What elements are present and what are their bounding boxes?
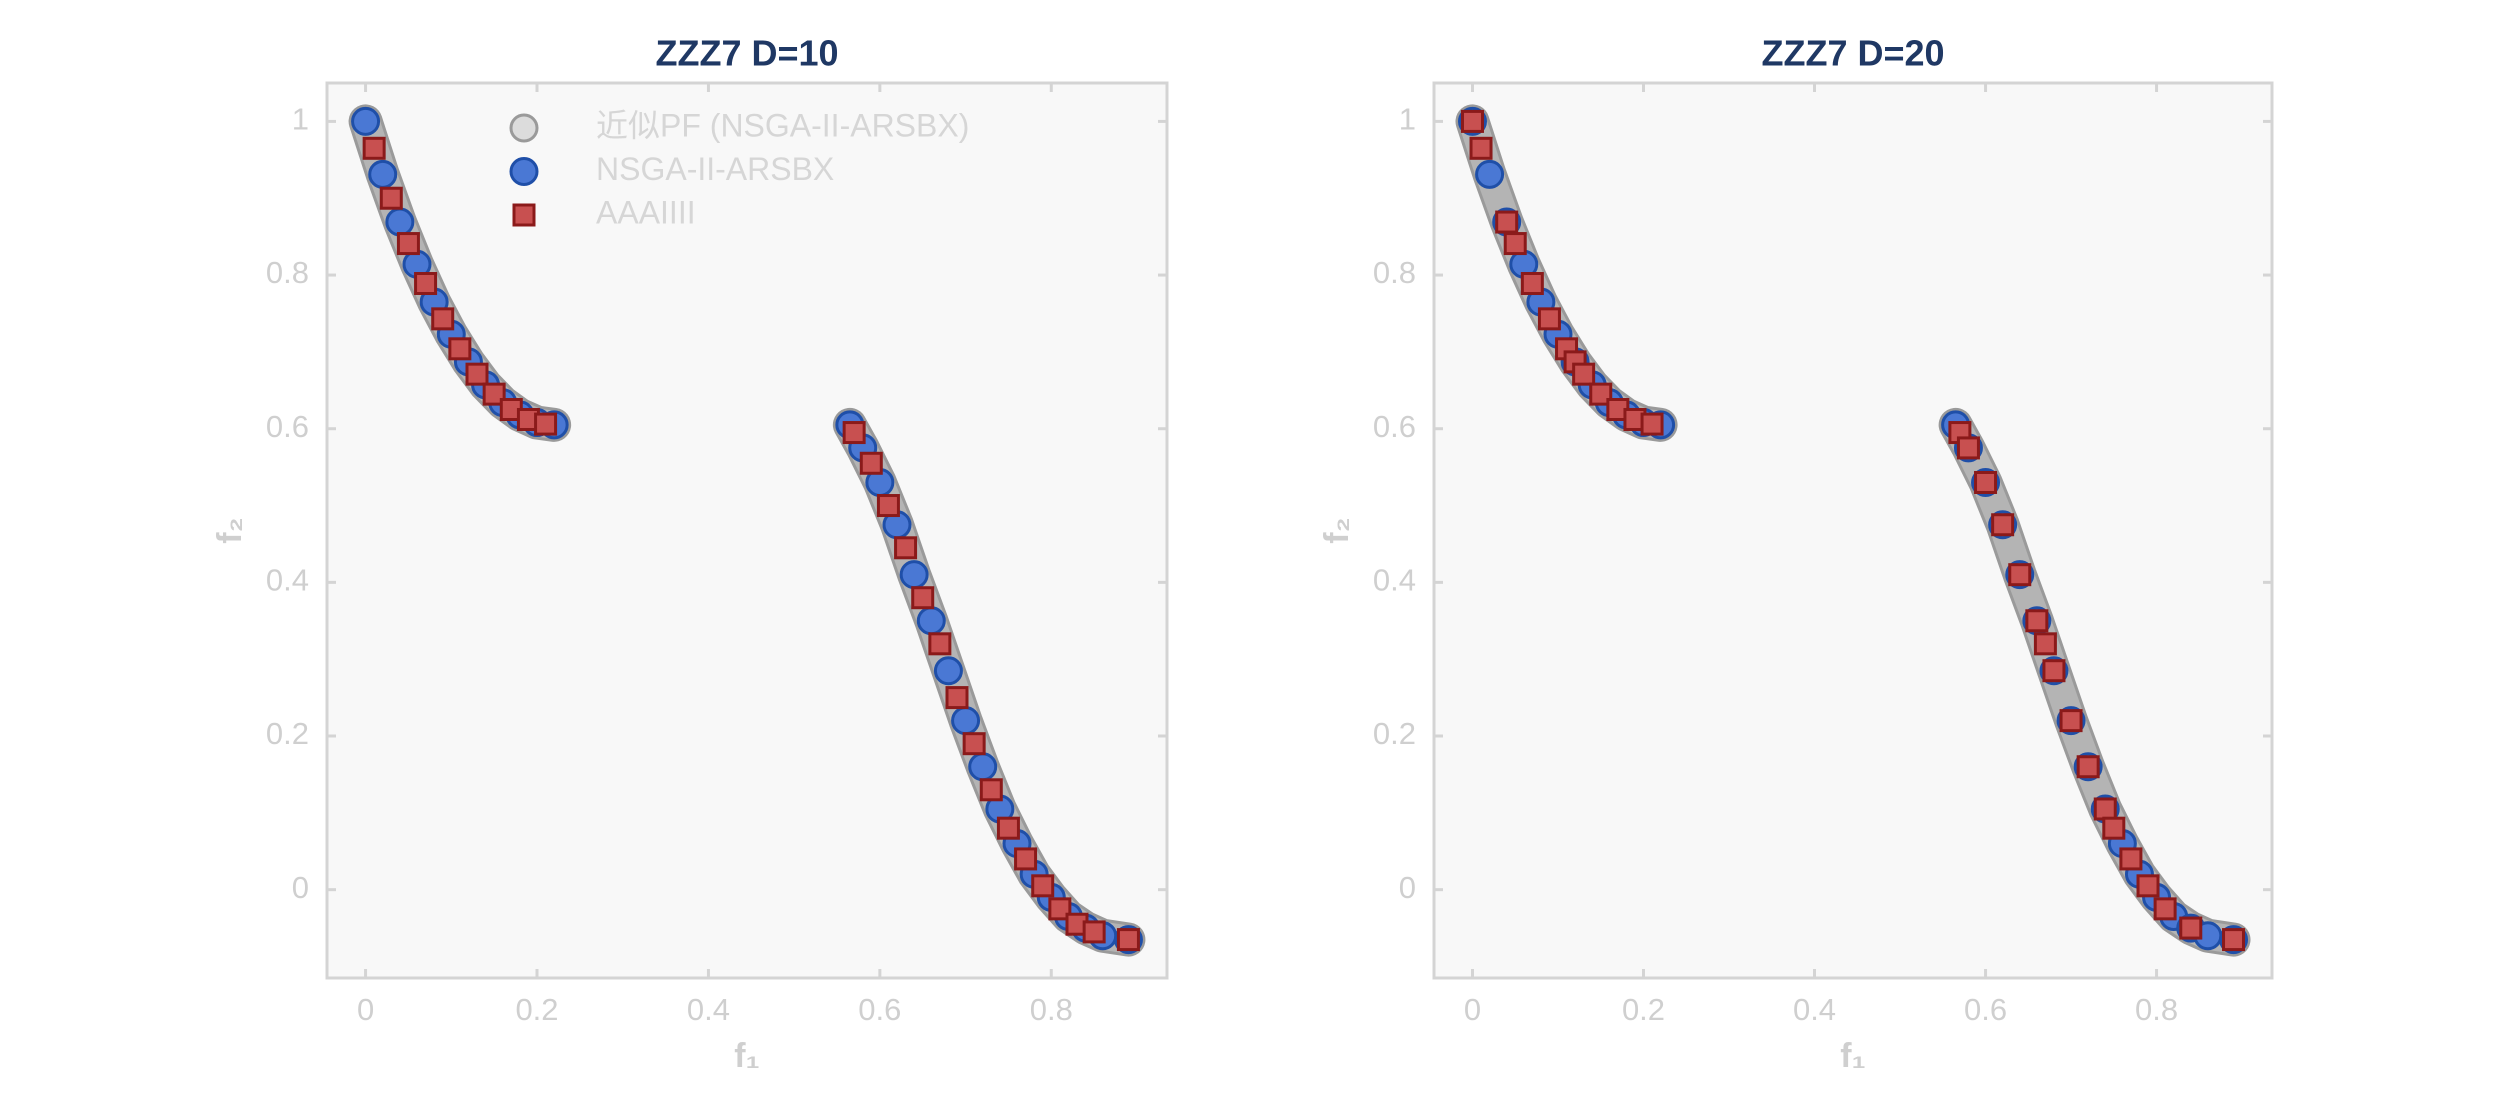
square-marker <box>842 421 866 445</box>
y-axis-label: f₂ <box>211 517 249 543</box>
square-marker <box>2222 928 2246 952</box>
y-tick-label: 0.6 <box>1373 409 1416 444</box>
y-tick-label: 0.4 <box>266 563 309 598</box>
square-marker <box>1956 436 1980 460</box>
y-tick-label: 0 <box>1399 870 1416 905</box>
square-marker <box>2119 847 2143 871</box>
square-marker <box>1520 272 1544 296</box>
x-tick-label: 0.2 <box>515 992 558 1027</box>
square-marker <box>911 586 935 610</box>
x-tick-label: 0.6 <box>1964 992 2007 1027</box>
legend-label: NSGA-II-ARSBX <box>596 151 834 187</box>
square-marker <box>1495 210 1519 234</box>
square-marker <box>979 778 1003 802</box>
circle-marker <box>968 752 998 782</box>
y-tick-label: 0 <box>292 870 309 905</box>
chart-title: ZZZ7 D=10 <box>655 33 838 74</box>
circle-marker <box>951 706 981 736</box>
x-tick-label: 0.6 <box>858 992 901 1027</box>
square-marker <box>1469 136 1493 160</box>
x-tick-label: 0.2 <box>1622 992 1665 1027</box>
square-marker <box>512 203 536 227</box>
square-marker <box>465 362 489 386</box>
square-marker <box>1537 307 1561 331</box>
square-marker <box>859 451 883 475</box>
x-tick-label: 0.8 <box>1030 992 1073 1027</box>
square-marker <box>2102 816 2126 840</box>
y-tick-label: 0.2 <box>1373 716 1416 751</box>
square-marker <box>1640 412 1664 436</box>
circle-marker <box>509 157 539 186</box>
y-tick-label: 0.8 <box>266 255 309 290</box>
square-marker <box>379 186 403 210</box>
square-marker <box>2025 609 2049 633</box>
circle-marker <box>916 606 946 636</box>
y-tick-label: 0.6 <box>266 409 309 444</box>
plot-area <box>1432 81 2274 980</box>
square-marker <box>996 816 1020 840</box>
square-marker <box>2033 632 2057 656</box>
square-marker <box>448 337 472 361</box>
circle-marker <box>1475 159 1505 189</box>
x-tick-label: 0 <box>357 992 374 1027</box>
square-marker <box>945 686 969 710</box>
circle-marker <box>368 159 398 189</box>
y-tick-label: 0.4 <box>1373 563 1416 598</box>
x-axis-label: f₁ <box>1840 1037 1865 1075</box>
circle-marker <box>385 207 415 237</box>
square-marker <box>962 732 986 756</box>
square-marker <box>1991 513 2015 537</box>
square-marker <box>2008 563 2032 587</box>
square-marker <box>1014 847 1038 871</box>
x-tick-label: 0 <box>1464 992 1481 1027</box>
square-marker <box>482 382 506 406</box>
square-marker <box>1460 109 1484 133</box>
legend-label: AAAIIII <box>596 194 696 230</box>
square-marker <box>2153 897 2177 921</box>
y-tick-label: 1 <box>1399 102 1416 137</box>
square-marker <box>928 632 952 656</box>
square-marker <box>396 232 420 256</box>
square-marker <box>534 412 558 436</box>
pf-marker <box>509 113 539 143</box>
square-marker <box>414 272 438 296</box>
y-tick-label: 0.2 <box>266 716 309 751</box>
square-marker <box>1048 897 1072 921</box>
square-marker <box>2136 874 2160 898</box>
square-marker <box>1503 232 1527 256</box>
chart-title: ZZZ7 D=20 <box>1761 33 1944 74</box>
square-marker <box>1589 382 1613 406</box>
square-marker <box>1572 362 1596 386</box>
square-marker <box>362 136 386 160</box>
y-tick-label: 0.8 <box>1373 255 1416 290</box>
circle-marker <box>351 106 381 136</box>
square-marker <box>2093 797 2117 821</box>
square-marker <box>894 536 918 560</box>
square-marker <box>876 494 900 518</box>
square-marker <box>2042 659 2066 683</box>
y-tick-label: 1 <box>292 102 309 137</box>
x-tick-label: 0.8 <box>2135 992 2178 1027</box>
legend-label: 近似PF (NSGA-II-ARSBX) <box>596 107 969 143</box>
square-marker <box>1974 470 1998 494</box>
square-marker <box>1116 928 1140 952</box>
plot-area <box>325 81 1169 980</box>
square-marker <box>2076 755 2100 779</box>
circle-marker <box>899 560 929 590</box>
square-marker <box>431 307 455 331</box>
x-tick-label: 0.4 <box>1793 992 1836 1027</box>
square-marker <box>1031 874 1055 898</box>
square-marker <box>2179 916 2203 940</box>
square-marker <box>1082 920 1106 944</box>
x-tick-label: 0.4 <box>687 992 730 1027</box>
y-axis-label: f₂ <box>1318 517 1356 543</box>
x-axis-label: f₁ <box>734 1037 759 1075</box>
circle-marker <box>933 656 963 686</box>
square-marker <box>2059 709 2083 733</box>
